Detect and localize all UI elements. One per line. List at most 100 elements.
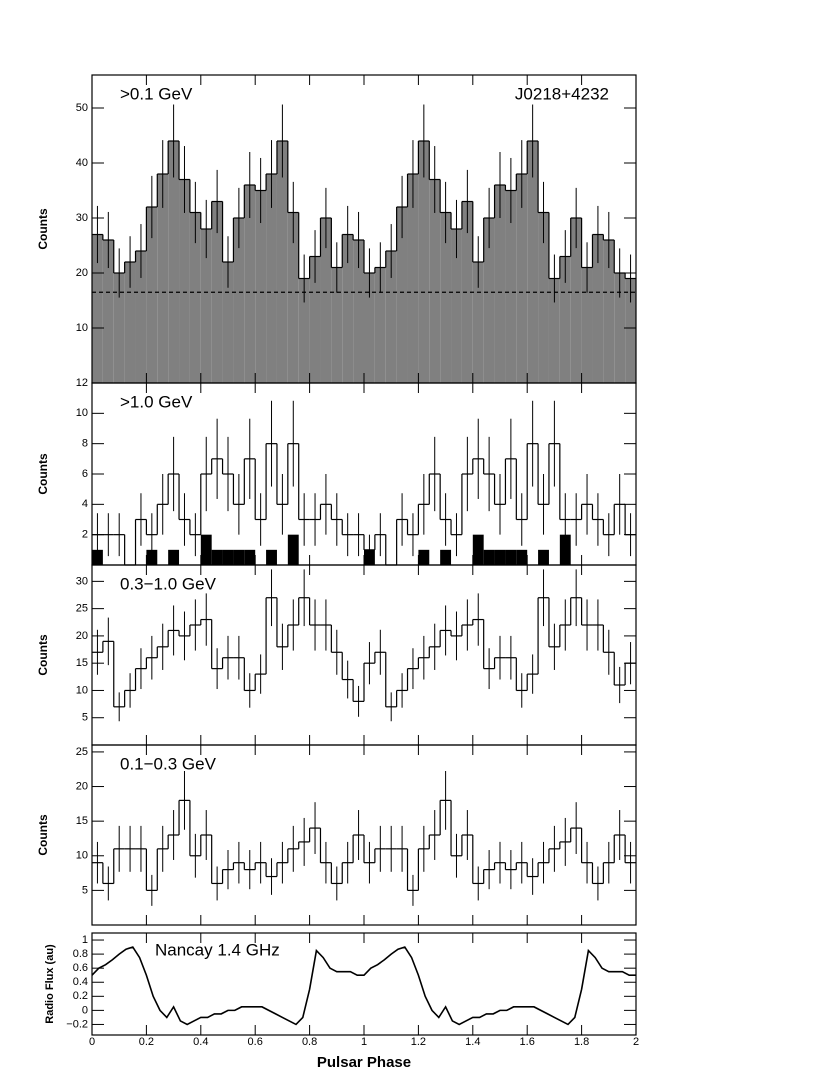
y-tick-label: 20: [76, 630, 88, 642]
histogram-bar: [200, 229, 212, 383]
histogram-bar: [211, 201, 223, 383]
histogram-bar: [418, 549, 430, 565]
y-tick-label: 25: [76, 603, 88, 615]
histogram-bar: [266, 549, 277, 565]
y-tick-label: 6: [82, 468, 88, 480]
histogram-bar: [309, 256, 321, 383]
histogram-bar: [451, 229, 462, 383]
histogram-bar: [342, 234, 354, 383]
y-tick-label: 30: [76, 212, 88, 224]
histogram-bar: [385, 251, 397, 383]
histogram-bar: [92, 549, 103, 565]
histogram-bar: [331, 267, 343, 383]
histogram-bar: [516, 549, 528, 565]
histogram-bar: [461, 201, 473, 383]
histogram-bar: [135, 251, 147, 383]
histogram-bar: [157, 174, 169, 383]
histogram-bar: [538, 549, 549, 565]
histogram-bar: [516, 174, 528, 383]
histogram-bar: [222, 549, 234, 565]
histogram-bar: [168, 141, 180, 383]
histogram-bar: [113, 273, 125, 383]
histogram-bar: [559, 256, 571, 383]
histogram-bar: [189, 212, 201, 383]
histogram-bar: [200, 534, 212, 565]
y-tick-label: 50: [76, 102, 88, 114]
y-axis-title: Counts: [36, 814, 50, 856]
histogram-bar: [244, 549, 256, 565]
x-tick-label: 0.8: [302, 1036, 317, 1048]
y-tick-label: 0.8: [73, 948, 88, 960]
y-tick-label: 12: [76, 377, 88, 389]
histogram-bar: [255, 190, 267, 383]
histogram-bar: [287, 534, 299, 565]
y-tick-label: 40: [76, 157, 88, 169]
histogram-bar: [483, 549, 495, 565]
x-tick-label: 2: [633, 1036, 639, 1048]
y-tick-label: −0.2: [66, 1018, 88, 1030]
histogram-bar: [559, 534, 571, 565]
y-tick-label: 20: [76, 780, 88, 792]
x-tick-label: 1: [361, 1036, 367, 1048]
y-tick-label: 10: [76, 850, 88, 862]
histogram-bar: [483, 218, 495, 383]
histogram-bar: [364, 273, 375, 383]
y-tick-label: 0.2: [73, 990, 88, 1002]
y-tick-label: 15: [76, 657, 88, 669]
histogram-bar: [505, 190, 517, 383]
y-tick-label: 0.4: [73, 976, 88, 988]
histogram-bar: [222, 262, 234, 383]
histogram-bar: [440, 212, 452, 383]
histogram-bar: [244, 185, 256, 383]
histogram-bar: [472, 534, 484, 565]
y-tick-label: 5: [82, 884, 88, 896]
panel-label: >0.1 GeV: [120, 84, 193, 103]
histogram-bar: [396, 207, 408, 383]
histogram-bar: [505, 549, 517, 565]
histogram-bar: [570, 218, 582, 383]
y-tick-label: 30: [76, 575, 88, 587]
histogram-connector: [102, 597, 626, 707]
histogram-bar: [168, 549, 180, 565]
y-tick-label: 25: [76, 746, 88, 758]
histogram-bar: [287, 212, 299, 383]
histogram-bar: [429, 179, 441, 383]
panel-label: Nancay 1.4 GHz: [155, 940, 280, 959]
histogram-bar: [494, 185, 506, 383]
histogram-connector: [102, 800, 626, 891]
histogram-bar: [92, 234, 103, 383]
y-tick-label: 15: [76, 815, 88, 827]
y-tick-label: 0: [82, 1004, 88, 1016]
y-tick-label: 10: [76, 684, 88, 696]
histogram-bar: [233, 218, 245, 383]
histogram-connector: [102, 141, 626, 279]
y-tick-label: 20: [76, 267, 88, 279]
histogram-bar: [538, 212, 549, 383]
histogram-bar: [374, 267, 386, 383]
histogram-bar: [548, 278, 560, 383]
panel-label: 0.1−0.3 GeV: [120, 754, 217, 773]
histogram-bar: [407, 174, 419, 383]
x-tick-label: 1.2: [411, 1036, 426, 1048]
panel-label: >1.0 GeV: [120, 392, 193, 411]
y-tick-label: 4: [82, 498, 88, 510]
x-tick-label: 0: [89, 1036, 95, 1048]
x-tick-label: 0.4: [193, 1036, 208, 1048]
y-axis-title: Counts: [36, 453, 50, 495]
x-tick-label: 1.4: [465, 1036, 480, 1048]
histogram-bar: [527, 141, 539, 383]
histogram-bar: [211, 549, 223, 565]
histogram-bar: [614, 273, 626, 383]
y-axis-title: Counts: [36, 208, 50, 250]
histogram-bar: [625, 278, 636, 383]
y-tick-label: 10: [76, 407, 88, 419]
y-tick-label: 5: [82, 712, 88, 724]
histogram-bar: [276, 141, 288, 383]
histogram-bar: [298, 278, 310, 383]
histogram-bar: [233, 549, 245, 565]
x-axis-title: Pulsar Phase: [317, 1054, 411, 1071]
x-tick-label: 0.2: [139, 1036, 154, 1048]
x-tick-label: 1.6: [520, 1036, 535, 1048]
histogram-bar: [364, 549, 375, 565]
